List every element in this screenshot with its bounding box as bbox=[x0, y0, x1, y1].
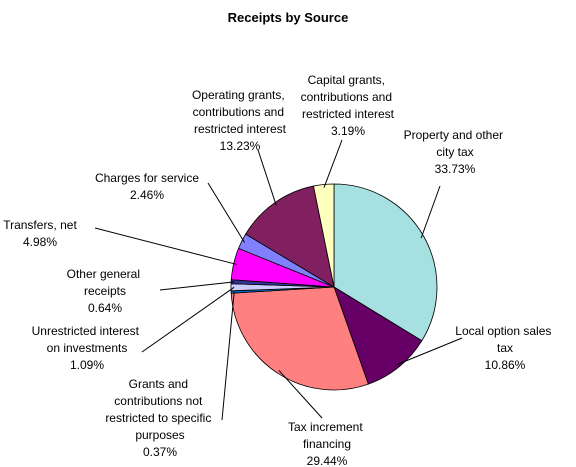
slice-label: Charges for service bbox=[95, 171, 199, 185]
slice-label: Local option sales tax bbox=[455, 324, 554, 355]
slice-label: Transfers, net bbox=[3, 218, 77, 232]
leader-line bbox=[396, 337, 463, 366]
slice-label: Grants and contributions not restricted … bbox=[105, 377, 214, 442]
pie-slice bbox=[245, 185, 335, 288]
slice-value-label: 2.46% bbox=[130, 188, 164, 202]
slice-label: Unrestricted interest on investments bbox=[32, 324, 143, 355]
pie-slice bbox=[333, 183, 438, 342]
pie-slice bbox=[333, 286, 423, 385]
leader-line bbox=[323, 139, 343, 188]
slice-value-label: 29.44% bbox=[307, 454, 348, 467]
slice-value-label: 33.73% bbox=[435, 162, 476, 176]
pie-slice bbox=[313, 183, 335, 288]
slice-value-label: 10.86% bbox=[485, 358, 526, 372]
slice-value-label: 0.37% bbox=[143, 445, 177, 459]
slice-label: Property and other city tax bbox=[404, 128, 507, 159]
leader-line bbox=[420, 185, 441, 239]
pie-slice bbox=[230, 286, 369, 391]
leader-line bbox=[159, 281, 235, 291]
chart-title: Receipts by Source bbox=[228, 10, 349, 25]
leader-line bbox=[207, 182, 245, 243]
slice-value-label: 13.23% bbox=[220, 139, 261, 153]
slice-label: Capital grants, contributions and restri… bbox=[301, 73, 396, 121]
leader-line bbox=[221, 291, 235, 421]
slice-label: Tax increment financing bbox=[288, 420, 366, 451]
slice-value-label: 4.98% bbox=[23, 235, 57, 249]
slice-value-label: 0.64% bbox=[88, 301, 122, 315]
leader-line bbox=[94, 227, 237, 265]
leader-line bbox=[141, 286, 235, 353]
leader-line bbox=[278, 369, 323, 419]
slice-label: Other general receipts bbox=[67, 267, 144, 298]
slice-label: Operating grants, contributions and rest… bbox=[192, 88, 288, 136]
slice-value-label: 1.09% bbox=[70, 358, 104, 372]
leader-line bbox=[257, 149, 277, 206]
slice-value-label: 3.19% bbox=[331, 124, 365, 138]
